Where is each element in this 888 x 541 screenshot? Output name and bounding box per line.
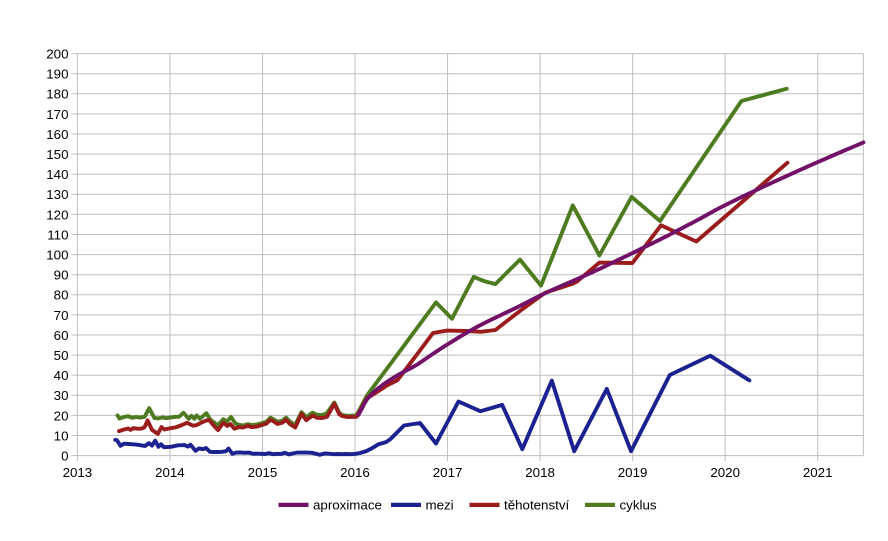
- svg-text:80: 80: [54, 288, 69, 303]
- svg-text:2020: 2020: [710, 465, 740, 480]
- svg-text:40: 40: [54, 368, 69, 383]
- svg-text:170: 170: [46, 107, 68, 122]
- svg-text:cyklus: cyklus: [620, 498, 657, 513]
- svg-text:2019: 2019: [618, 465, 648, 480]
- svg-text:2015: 2015: [248, 465, 278, 480]
- svg-text:70: 70: [54, 308, 69, 323]
- svg-text:30: 30: [54, 388, 69, 403]
- svg-text:90: 90: [54, 268, 69, 283]
- svg-text:180: 180: [46, 87, 68, 102]
- svg-text:200: 200: [46, 47, 68, 62]
- svg-text:2018: 2018: [525, 465, 555, 480]
- svg-text:160: 160: [46, 127, 68, 142]
- svg-text:20: 20: [54, 408, 69, 423]
- svg-text:těhotenství: těhotenství: [504, 498, 569, 513]
- svg-text:2016: 2016: [340, 465, 370, 480]
- svg-text:140: 140: [46, 167, 68, 182]
- svg-text:10: 10: [54, 428, 69, 443]
- svg-text:100: 100: [46, 248, 68, 263]
- svg-text:2013: 2013: [63, 465, 93, 480]
- svg-text:60: 60: [54, 328, 69, 343]
- svg-text:2021: 2021: [803, 465, 833, 480]
- svg-text:2017: 2017: [433, 465, 463, 480]
- svg-text:130: 130: [46, 187, 68, 202]
- svg-text:150: 150: [46, 147, 68, 162]
- svg-text:110: 110: [47, 227, 68, 242]
- svg-text:120: 120: [46, 207, 68, 222]
- svg-text:0: 0: [61, 449, 68, 464]
- svg-text:50: 50: [54, 348, 69, 363]
- svg-text:aproximace: aproximace: [313, 498, 382, 513]
- svg-text:mezi: mezi: [426, 498, 454, 513]
- svg-text:190: 190: [46, 67, 68, 82]
- svg-text:2014: 2014: [155, 465, 185, 480]
